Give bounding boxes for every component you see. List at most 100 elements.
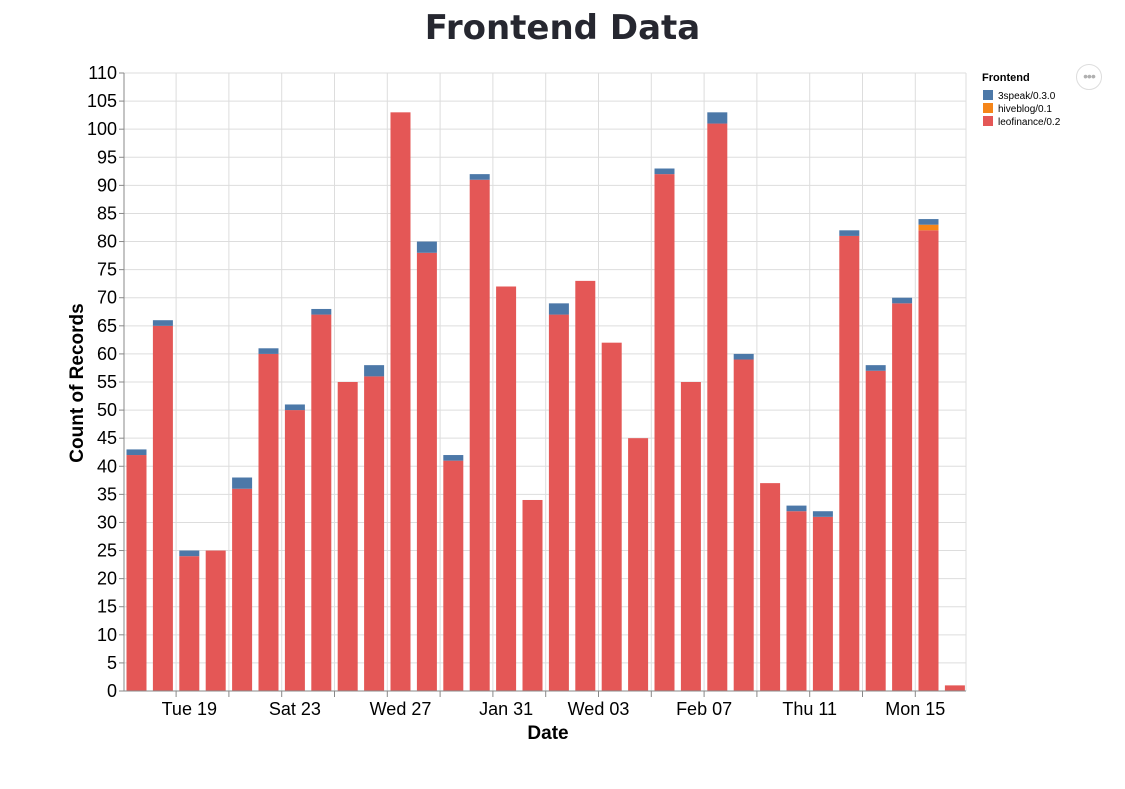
bar-segment bbox=[232, 488, 253, 691]
bar-segment bbox=[258, 353, 279, 691]
bar-segment bbox=[680, 382, 701, 691]
bar-segment bbox=[152, 320, 173, 326]
y-tick-label: 15 bbox=[97, 597, 117, 617]
y-tick-label: 80 bbox=[97, 232, 117, 252]
bar-segment bbox=[548, 314, 569, 691]
bar-segment bbox=[654, 174, 675, 692]
bar-segment bbox=[786, 505, 807, 512]
bar-segment bbox=[812, 516, 833, 691]
bar-segment bbox=[865, 370, 886, 691]
bar-segment bbox=[601, 342, 622, 691]
legend-label: leofinance/0.2 bbox=[998, 117, 1061, 128]
bar-marks bbox=[126, 112, 965, 692]
bar-segment bbox=[443, 455, 464, 461]
bar-segment bbox=[733, 359, 754, 691]
bar-segment bbox=[628, 438, 649, 691]
bar-segment bbox=[232, 477, 253, 489]
y-tick-label: 50 bbox=[97, 400, 117, 420]
more-options-button[interactable]: ••• bbox=[1076, 64, 1102, 90]
bar-segment bbox=[892, 303, 913, 691]
y-tick-label: 85 bbox=[97, 203, 117, 223]
bar-segment bbox=[918, 230, 939, 692]
legend-swatch bbox=[983, 103, 993, 113]
y-tick-label: 40 bbox=[97, 456, 117, 476]
bar-segment bbox=[944, 685, 965, 691]
bar-segment bbox=[364, 376, 385, 691]
y-tick-label: 95 bbox=[97, 147, 117, 167]
legend: Frontend 3speak/0.3.0 hiveblog/0.1 leofina… bbox=[982, 72, 1061, 128]
y-tick-label: 35 bbox=[97, 484, 117, 504]
x-tick-label: Tue 19 bbox=[162, 699, 217, 719]
y-tick-label: 110 bbox=[88, 63, 117, 83]
y-tick-label: 60 bbox=[97, 344, 117, 364]
x-tick-label: Feb 07 bbox=[676, 699, 732, 719]
bar-segment bbox=[812, 511, 833, 517]
chart-title: Frontend Data bbox=[424, 8, 701, 48]
bar-segment bbox=[865, 365, 886, 371]
x-tick-label: Wed 27 bbox=[370, 699, 432, 719]
y-tick-label: 105 bbox=[87, 91, 117, 111]
legend-swatch bbox=[983, 90, 993, 100]
bar-segment bbox=[284, 404, 305, 411]
bar-segment bbox=[760, 483, 781, 691]
bar-segment bbox=[469, 174, 490, 180]
y-tick-label: 70 bbox=[97, 288, 117, 308]
x-tick-label: Thu 11 bbox=[782, 699, 837, 719]
bar-segment bbox=[179, 550, 200, 557]
y-tick-label: 20 bbox=[97, 569, 117, 589]
legend-title: Frontend bbox=[982, 72, 1030, 84]
bar-segment bbox=[575, 280, 596, 691]
y-tick-label: 100 bbox=[87, 119, 117, 139]
bar-segment bbox=[416, 252, 437, 692]
bar-segment bbox=[892, 297, 913, 304]
bar-segment bbox=[443, 460, 464, 691]
bar-segment bbox=[126, 455, 147, 691]
y-axis-title: Count of Records bbox=[67, 303, 88, 462]
bar-segment bbox=[179, 556, 200, 691]
bar-segment bbox=[284, 410, 305, 691]
y-tick-label: 10 bbox=[97, 625, 117, 645]
bar-segment bbox=[311, 308, 332, 315]
bar-segment bbox=[416, 241, 437, 253]
bar-segment bbox=[496, 286, 517, 691]
y-tick-label: 90 bbox=[97, 175, 117, 195]
y-tick-label: 30 bbox=[97, 512, 117, 532]
bar-segment bbox=[839, 230, 860, 236]
bar-segment bbox=[918, 224, 939, 231]
bar-segment bbox=[839, 235, 860, 691]
bar-segment bbox=[522, 499, 543, 691]
bar-segment bbox=[733, 353, 754, 360]
y-tick-label: 75 bbox=[97, 260, 117, 280]
bar-segment bbox=[707, 112, 728, 124]
x-tick-label: Wed 03 bbox=[568, 699, 630, 719]
legend-label: 3speak/0.3.0 bbox=[998, 91, 1056, 102]
x-tick-label: Jan 31 bbox=[479, 699, 533, 719]
y-tick-label: 0 bbox=[107, 681, 117, 701]
y-tick-label: 65 bbox=[97, 316, 117, 336]
bar-segment bbox=[469, 179, 490, 691]
y-tick-label: 25 bbox=[97, 541, 117, 561]
bar-segment bbox=[707, 123, 728, 691]
legend-swatch bbox=[983, 116, 993, 126]
bar-segment bbox=[152, 325, 173, 691]
y-tick-label: 55 bbox=[97, 372, 117, 392]
bar-segment bbox=[337, 382, 358, 691]
bar-segment bbox=[654, 168, 675, 175]
bar-segment bbox=[364, 365, 385, 377]
x-tick-label: Mon 15 bbox=[885, 699, 945, 719]
bar-segment bbox=[918, 219, 939, 225]
y-tick-label: 5 bbox=[107, 653, 117, 673]
bar-segment bbox=[311, 314, 332, 691]
bar-segment bbox=[258, 348, 279, 354]
y-tick-label: 45 bbox=[97, 428, 117, 448]
bar-segment bbox=[548, 303, 569, 315]
axes: 0 5 10 15 20 25 30 35 40 45 50 55 60 65 70 75 80 85 90 95 10… bbox=[87, 63, 966, 719]
x-axis-title: Date bbox=[527, 723, 568, 744]
legend-label: hiveblog/0.1 bbox=[998, 104, 1052, 115]
x-tick-label: Sat 23 bbox=[269, 699, 321, 719]
bar-segment bbox=[205, 550, 226, 691]
bar-segment bbox=[390, 112, 411, 691]
bar-segment bbox=[786, 511, 807, 691]
bar-segment bbox=[126, 449, 147, 456]
